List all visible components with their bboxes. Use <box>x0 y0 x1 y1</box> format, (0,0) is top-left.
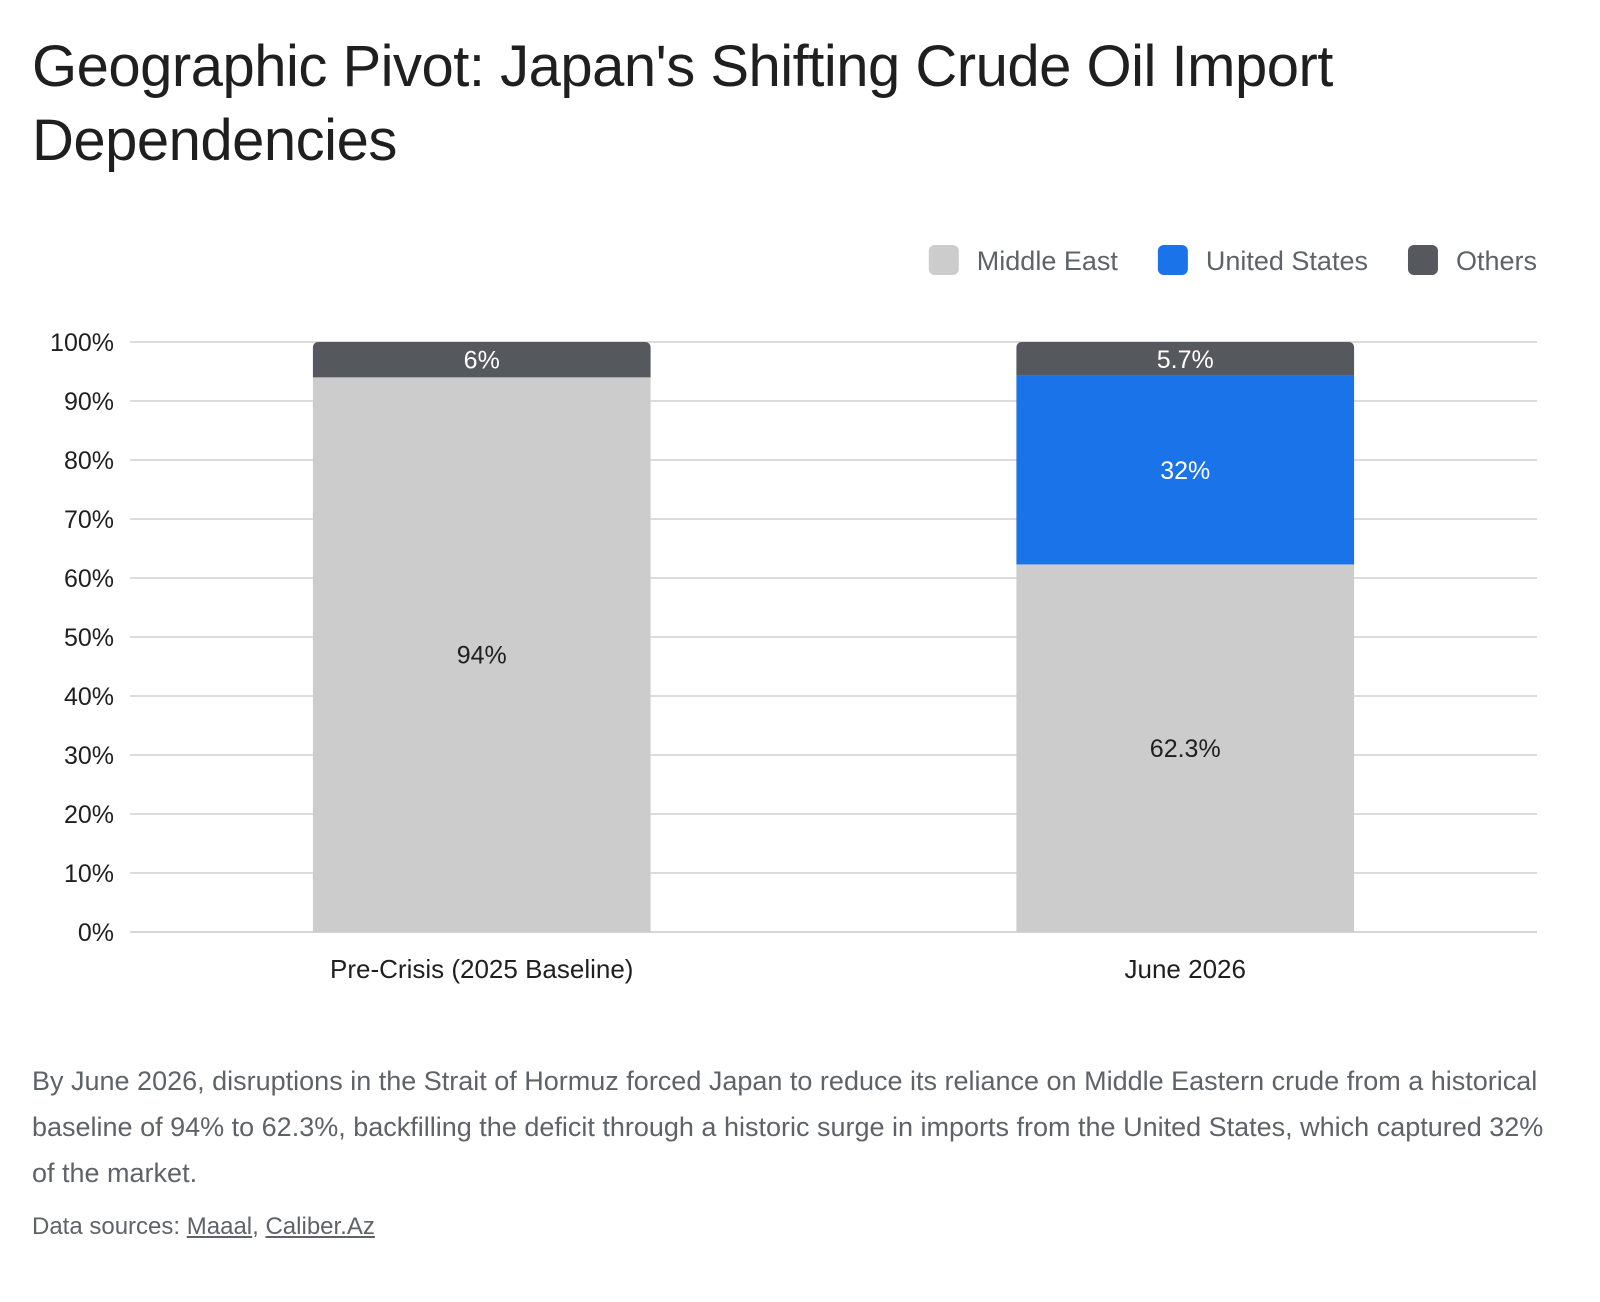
x-tick-label: June 2026 <box>1125 954 1246 984</box>
bar-others-pre-crisis-2025-baseline <box>312 342 651 378</box>
data-sources: Data sources: Maaal, Caliber.Az <box>32 1210 375 1244</box>
sources-separator: , <box>252 1213 259 1240</box>
y-tick-label: 60% <box>64 565 114 593</box>
x-tick-label: Pre-Crisis (2025 Baseline) <box>330 954 633 984</box>
chart-title: Geographic Pivot: Japan's Shifting Crude… <box>32 34 1333 173</box>
y-tick-label: 20% <box>64 801 114 829</box>
data-label: 32% <box>1160 457 1210 485</box>
y-axis: 0% 10% 20% 30% 40% 50% 60% 70% 80% 90% 100% <box>50 329 114 947</box>
y-tick-label: 70% <box>64 506 114 534</box>
legend-swatch-others <box>1407 245 1438 275</box>
legend-item-others: Others <box>1407 245 1537 276</box>
y-tick-label: 10% <box>64 860 114 888</box>
source-link-caliber[interactable]: Caliber.Az <box>265 1213 375 1240</box>
bar-others-june-2026 <box>1016 342 1355 376</box>
data-label: 5.7% <box>1157 346 1214 374</box>
y-tick-label: 30% <box>64 742 114 770</box>
data-label: 6% <box>464 347 500 375</box>
legend-item-united-states: United States <box>1157 245 1368 276</box>
legend-swatch-middle-east <box>928 245 959 275</box>
legend-swatch-united-states <box>1157 245 1188 275</box>
sources-label: Data sources: <box>32 1213 181 1240</box>
y-tick-label: 50% <box>64 624 114 652</box>
x-axis: Pre-Crisis (2025 Baseline) June 2026 <box>330 954 1246 984</box>
chart-area: Others United States Middle East 0% 10% 20% 3… <box>0 230 1600 1030</box>
legend-label: Middle East <box>977 246 1119 276</box>
bars: 94% 6% 62.3% 32% 5.7% <box>312 342 1355 932</box>
chart-caption: By June 2026, disruptions in the Strait … <box>32 1066 1544 1188</box>
stacked-bar-chart: Others United States Middle East 0% 10% 20% 3… <box>50 245 1537 984</box>
bar-united-states-june-2026 <box>1016 375 1355 565</box>
bar-middle-east-pre-crisis-2025-baseline <box>312 377 651 932</box>
y-tick-label: 80% <box>64 447 114 475</box>
legend-label: Others <box>1456 246 1537 276</box>
y-tick-label: 0% <box>78 919 114 947</box>
data-label: 94% <box>457 642 507 670</box>
legend-item-middle-east: Middle East <box>928 245 1119 276</box>
legend-label: United States <box>1206 246 1368 276</box>
y-tick-label: 100% <box>50 329 114 357</box>
bar-middle-east-june-2026 <box>1016 564 1355 932</box>
source-link-maaal[interactable]: Maaal <box>186 1213 253 1240</box>
y-tick-label: 40% <box>64 683 114 711</box>
data-label: 62.3% <box>1150 735 1221 763</box>
legend: Others United States Middle East <box>928 245 1537 276</box>
y-tick-label: 90% <box>64 388 114 416</box>
